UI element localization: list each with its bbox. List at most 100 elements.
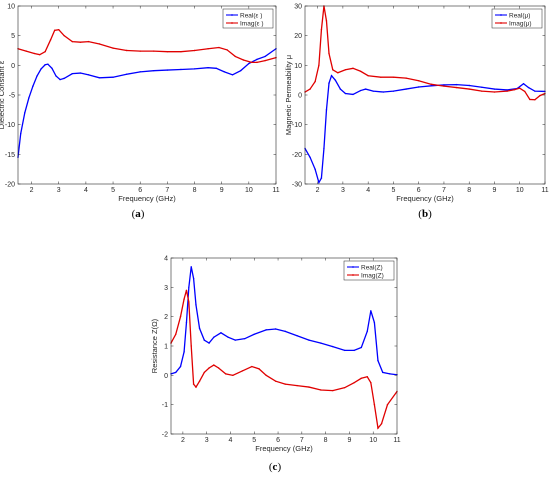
data-point bbox=[195, 386, 197, 388]
data-point bbox=[332, 345, 334, 348]
data-point bbox=[175, 333, 177, 335]
data-point bbox=[366, 376, 368, 378]
y-tick-label: 1 bbox=[164, 344, 168, 351]
chart-panel-b: 2 3 4 5 6 7 8 9 10 11 -30 -20 -10 0 10 20 30 Frequency (G… bbox=[284, 4, 549, 221]
y-tick-label: -10 bbox=[5, 122, 15, 129]
data-point bbox=[367, 75, 369, 77]
data-point bbox=[192, 383, 195, 385]
data-point bbox=[405, 88, 407, 90]
data-point bbox=[180, 68, 182, 71]
data-point bbox=[183, 298, 185, 300]
legend-marker bbox=[500, 22, 502, 24]
y-tick-label: -20 bbox=[5, 182, 15, 189]
data-point bbox=[265, 329, 267, 331]
data-point bbox=[203, 339, 206, 341]
data-point bbox=[524, 90, 526, 93]
data-point bbox=[213, 336, 215, 338]
data-point bbox=[153, 69, 155, 72]
legend-marker bbox=[231, 22, 233, 24]
y-tick-label: 10 bbox=[7, 4, 15, 11]
data-point bbox=[506, 90, 508, 92]
legend-marker bbox=[352, 266, 354, 268]
data-point bbox=[185, 289, 188, 291]
legend-entry-label: Real(μ) bbox=[509, 12, 530, 19]
data-point bbox=[284, 330, 286, 333]
y-tick-label: -15 bbox=[5, 152, 15, 159]
data-point bbox=[519, 87, 521, 89]
data-point bbox=[234, 339, 236, 341]
data-point bbox=[44, 64, 46, 66]
y-tick-label: 0 bbox=[11, 63, 15, 70]
data-point bbox=[125, 73, 128, 75]
y-tick-label: 5 bbox=[11, 33, 15, 40]
data-point bbox=[180, 50, 182, 53]
data-point bbox=[47, 63, 49, 65]
x-tick-label: 11 bbox=[272, 187, 279, 194]
series-markers-real bbox=[304, 75, 546, 184]
data-point bbox=[323, 147, 325, 150]
legend-entry-label: Real(ε ) bbox=[240, 12, 262, 19]
data-point bbox=[112, 76, 114, 78]
data-point bbox=[49, 39, 52, 41]
x-tick-label: 3 bbox=[205, 437, 209, 444]
data-point bbox=[39, 53, 41, 56]
data-point bbox=[468, 88, 470, 90]
panel-caption: (c) bbox=[269, 461, 282, 473]
data-point bbox=[274, 328, 277, 330]
data-point bbox=[195, 304, 197, 306]
legend-marker bbox=[352, 274, 354, 276]
data-point bbox=[218, 46, 220, 49]
data-point bbox=[325, 109, 328, 111]
data-point bbox=[98, 43, 101, 45]
x-tick-label: 2 bbox=[30, 187, 34, 194]
axes-frame bbox=[17, 5, 277, 185]
legend: Real(Z)Imag(Z) bbox=[343, 260, 395, 281]
y-tick-label: -1 bbox=[162, 402, 168, 409]
data-point bbox=[352, 93, 354, 96]
data-point bbox=[382, 371, 384, 374]
data-point bbox=[251, 365, 253, 368]
chart-panel-a: 2 3 4 5 6 7 8 9 10 11 -20 -15 -10 -5 0 5 10 Frequency (GH… bbox=[0, 4, 280, 221]
data-point bbox=[344, 92, 347, 95]
data-point bbox=[337, 72, 339, 74]
data-point bbox=[318, 64, 320, 67]
x-tick-label: 6 bbox=[138, 187, 142, 194]
panel-letter: b bbox=[422, 208, 428, 220]
legend-entry-label: Imag(ε ) bbox=[240, 20, 263, 27]
data-point bbox=[296, 335, 298, 337]
data-point bbox=[220, 332, 222, 334]
data-point bbox=[309, 88, 311, 90]
data-point bbox=[20, 132, 22, 135]
data-point bbox=[364, 88, 367, 90]
data-point bbox=[455, 83, 458, 86]
data-point bbox=[443, 85, 445, 87]
x-tick-label: 11 bbox=[393, 437, 400, 444]
data-point bbox=[36, 75, 38, 77]
data-point bbox=[264, 55, 266, 58]
data-point bbox=[175, 371, 177, 374]
data-point bbox=[248, 62, 250, 65]
data-point bbox=[232, 374, 234, 377]
data-point bbox=[208, 342, 210, 344]
data-point bbox=[332, 389, 334, 392]
data-point bbox=[344, 69, 347, 71]
x-axis-label: Frequency (GHz) bbox=[118, 194, 176, 203]
data-point bbox=[188, 301, 190, 303]
x-tick-label: 6 bbox=[276, 437, 280, 444]
data-point bbox=[125, 49, 128, 52]
data-point bbox=[392, 90, 395, 92]
data-point bbox=[529, 98, 531, 101]
data-point bbox=[256, 58, 258, 61]
data-point bbox=[213, 364, 215, 366]
data-point bbox=[318, 181, 320, 184]
data-point bbox=[198, 380, 201, 382]
data-point bbox=[188, 286, 190, 289]
data-point bbox=[274, 380, 277, 382]
series-markers-imag bbox=[17, 29, 277, 64]
data-point bbox=[522, 83, 525, 85]
data-point bbox=[320, 177, 323, 179]
data-point bbox=[183, 351, 185, 353]
y-tick-label: -30 bbox=[292, 182, 302, 189]
y-tick-label: -2 bbox=[162, 432, 168, 439]
data-point bbox=[190, 266, 192, 268]
